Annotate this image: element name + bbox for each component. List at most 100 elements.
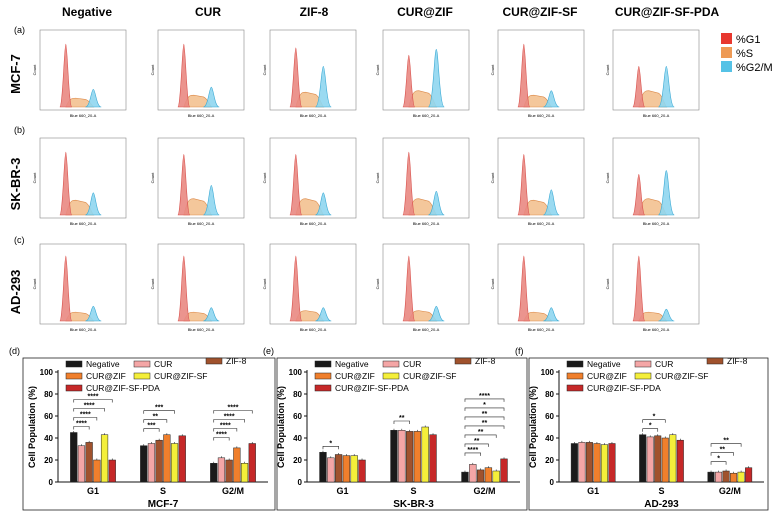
bar xyxy=(585,442,593,483)
histogram-g1-peak xyxy=(632,255,646,322)
histogram-xlabel: Blue 660_20-A xyxy=(413,327,440,332)
x-tick-label: G2/M xyxy=(719,486,741,496)
significance-label: *** xyxy=(147,423,155,430)
histogram-g1-peak xyxy=(632,173,646,216)
x-axis-label: MCF-7 xyxy=(148,499,179,510)
row-labels: (a) MCF-7 (b) SK-BR-3 (c) AD-293 xyxy=(8,25,25,314)
legend-label: Negative xyxy=(335,359,369,369)
legend-label: CUR xyxy=(655,359,673,369)
bar xyxy=(85,442,93,483)
significance-bracket xyxy=(322,446,339,450)
bar xyxy=(492,470,500,483)
significance-label: ** xyxy=(153,414,159,421)
significance-bracket xyxy=(73,426,90,430)
bar xyxy=(100,434,109,483)
bar xyxy=(210,463,218,483)
y-axis-label: Cell Population (%) xyxy=(27,386,37,468)
histogram-g2m-peak xyxy=(543,90,560,108)
histogram-panel: Count Blue 660_20-A xyxy=(375,137,470,226)
y-axis-label: Cell Population (%) xyxy=(528,386,538,468)
bar xyxy=(461,471,469,483)
histogram-panel: Count Blue 660_20-A xyxy=(375,243,470,332)
histogram-xlabel: Blue 660_20-A xyxy=(188,327,215,332)
histogram-panel: Count Blue 660_20-A xyxy=(262,29,357,118)
histogram-ylabel: Count xyxy=(375,278,380,290)
histogram-frame xyxy=(269,243,357,325)
legend-label-g1: %G1 xyxy=(736,34,760,46)
panel-letter: (c) xyxy=(14,235,25,245)
y-tick-label: 40 xyxy=(545,434,554,443)
y-tick-label: 80 xyxy=(545,390,554,399)
x-tick-label: G1 xyxy=(587,486,599,496)
legend-label: CUR xyxy=(403,359,421,369)
column-header: ZIF-8 xyxy=(300,5,329,19)
bar xyxy=(140,445,148,483)
histogram-g2m-peak xyxy=(428,48,445,108)
x-tick-label: S xyxy=(410,486,416,496)
bar xyxy=(722,470,730,483)
histogram-frame xyxy=(612,243,700,325)
y-tick-label: 20 xyxy=(44,456,53,465)
legend-swatch xyxy=(382,360,400,368)
histogram-g2m-peak xyxy=(658,170,675,216)
significance-bracket xyxy=(213,410,253,414)
significance-bracket xyxy=(73,408,105,412)
bar xyxy=(93,459,101,483)
significance-label: **** xyxy=(224,414,235,421)
bar xyxy=(730,472,738,483)
legend-label: CUR@ZIF-SF-PDA xyxy=(587,383,661,393)
bar xyxy=(669,434,677,483)
histogram-frame xyxy=(157,243,245,325)
legend-swatch xyxy=(634,360,652,368)
significance-label: **** xyxy=(228,405,239,412)
y-tick-label: 0 xyxy=(550,478,555,487)
histogram-g1-peak xyxy=(177,154,191,216)
legend-swatch xyxy=(454,357,472,365)
histogram-frame xyxy=(269,137,357,219)
legend-label: ZIF-8 xyxy=(727,356,748,366)
significance-label: **** xyxy=(479,393,490,400)
bar xyxy=(170,443,179,483)
bar xyxy=(147,443,156,483)
histogram-ylabel: Count xyxy=(605,172,610,184)
y-tick-label: 0 xyxy=(298,478,303,487)
x-tick-label: G2/M xyxy=(473,486,495,496)
legend-label: CUR@ZIF-SF xyxy=(655,371,708,381)
x-axis-label: SK-BR-3 xyxy=(393,499,434,510)
bar xyxy=(600,444,608,483)
histogram-g1-peak xyxy=(289,255,303,322)
histogram-ylabel: Count xyxy=(32,278,37,290)
histogram-xlabel: Blue 660_20-A xyxy=(300,221,327,226)
histogram-g2m-peak xyxy=(543,189,560,216)
legend-label: CUR@ZIF-SF xyxy=(154,371,207,381)
histogram-g1-peak xyxy=(402,151,416,216)
x-tick-label: G1 xyxy=(336,486,348,496)
panel-letter: (a) xyxy=(14,25,25,35)
legend-swatch xyxy=(382,372,400,380)
significance-bracket xyxy=(464,416,505,420)
histogram-panel: Count Blue 660_20-A xyxy=(605,29,700,118)
significance-bracket xyxy=(464,434,497,438)
histogram-panel: Count Blue 660_20-A xyxy=(605,137,700,226)
histogram-ylabel: Count xyxy=(150,172,155,184)
histogram-g2m-peak xyxy=(203,86,220,108)
significance-bracket xyxy=(464,398,505,402)
bar xyxy=(217,457,226,483)
significance-label: ** xyxy=(399,415,405,422)
bar xyxy=(593,443,601,483)
significance-label: * xyxy=(653,414,656,421)
histogram-g1-peak xyxy=(402,255,416,322)
significance-label: **** xyxy=(84,403,95,410)
histogram-g1-peak xyxy=(517,43,531,108)
histogram-ylabel: Count xyxy=(490,172,495,184)
significance-bracket xyxy=(710,443,742,447)
bar xyxy=(737,471,745,483)
significance-label: ** xyxy=(482,420,488,427)
bar-legend: Negative CUR ZIF-8 CUR@ZIF CUR@ZIF-SF CUR@ZIF… xyxy=(314,356,496,393)
bar-legend: Negative CUR ZIF-8 CUR@ZIF CUR@ZIF-SF CUR@ZIF… xyxy=(65,356,247,393)
significance-label: **** xyxy=(80,412,91,419)
histogram-xlabel: Blue 660_20-A xyxy=(643,221,670,226)
bar xyxy=(70,432,78,483)
